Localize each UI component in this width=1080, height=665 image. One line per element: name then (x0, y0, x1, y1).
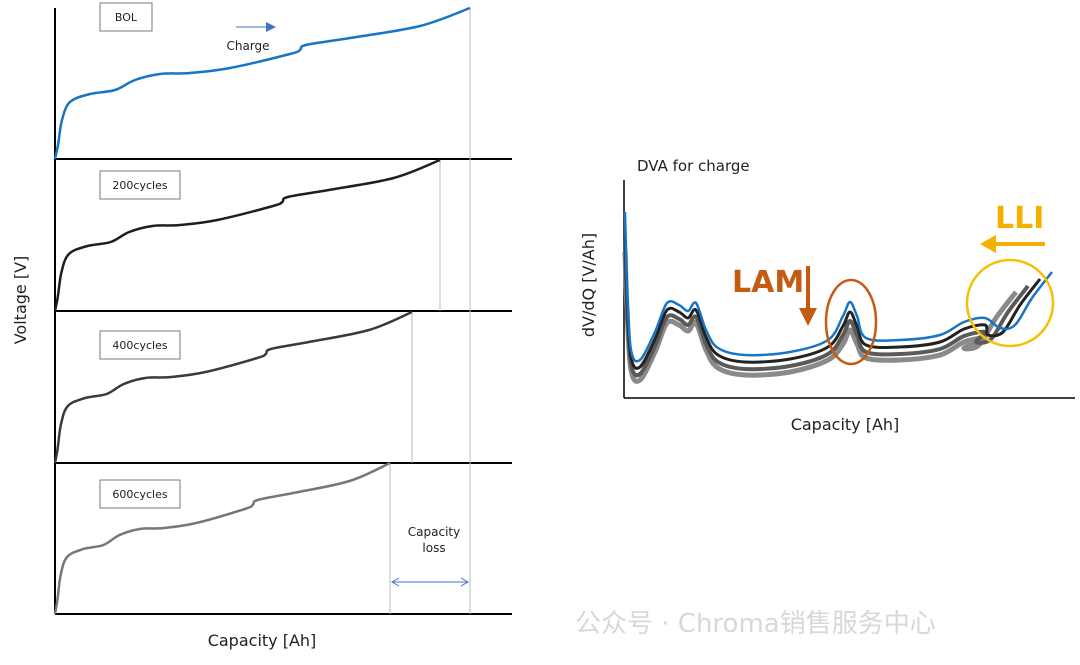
capacity-loss-line: loss (422, 541, 445, 555)
panel-label-box (99, 2, 153, 32)
panel-label: 600cycles (112, 488, 167, 501)
capacity-loss-line: Capacity (408, 525, 460, 539)
charge-curve (53, 6, 471, 160)
panel-label: 400cycles (112, 339, 167, 352)
lam-label: LAM (732, 265, 804, 300)
y-axis-label: Voltage [V] (11, 256, 30, 345)
x-axis-label: Capacity [Ah] (208, 631, 317, 650)
charge-curve (53, 158, 441, 312)
panel-label-box (99, 170, 181, 200)
lam-circle (824, 278, 878, 366)
left-panels: BOL 200cycles 400cycles 600cycles Charge… (11, 2, 512, 650)
capacity-loss: Capacity loss (408, 525, 460, 555)
loss-box (402, 518, 464, 562)
loss-arrow-head (460, 577, 470, 587)
x-axis-label: Capacity [Ah] (791, 415, 900, 434)
lam-arrow-head (799, 308, 817, 326)
panel-label-box (99, 330, 181, 360)
lli-arrow-head (980, 235, 996, 253)
panel-label: BOL (115, 11, 138, 24)
charge-arrow-head (266, 22, 276, 32)
lli-circle (965, 258, 1055, 348)
dva-curve (623, 225, 1042, 370)
charge-label: Charge (226, 39, 269, 53)
watermark: 公众号 · Chroma销售服务中心 (575, 609, 936, 639)
lli-label: LLI (995, 201, 1044, 236)
dva-curve (623, 239, 1030, 378)
dva-curve (623, 211, 1053, 363)
loss-arrow-head (390, 577, 400, 587)
chart-title: DVA for charge (637, 157, 750, 175)
charge-curve (53, 310, 413, 464)
panel-label: 200cycles (112, 179, 167, 192)
dva-chart: DVA for charge Capacity [Ah] dV/dQ [V/Ah… (579, 157, 1075, 434)
charge-curve (53, 461, 391, 615)
y-axis-label: dV/dQ [V/Ah] (579, 233, 598, 337)
panel-label-box (99, 479, 181, 509)
